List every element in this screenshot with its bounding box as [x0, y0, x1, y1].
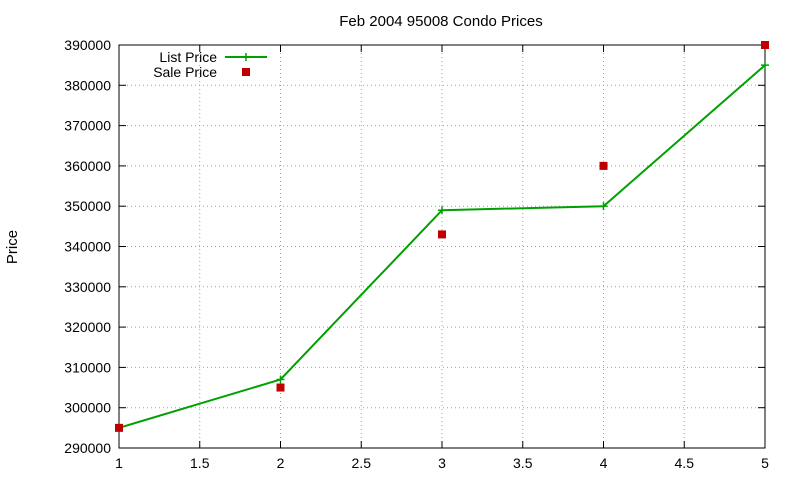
- legend-label: Sale Price: [153, 64, 217, 80]
- list-price-point: [276, 375, 285, 384]
- x-tick-label: 4: [600, 455, 608, 471]
- x-tick-label: 3.5: [513, 455, 533, 471]
- x-tick-label: 2.5: [352, 455, 372, 471]
- legend-square-swatch: [242, 68, 250, 76]
- x-tick-label: 2: [277, 455, 285, 471]
- y-tick-label: 380000: [64, 77, 111, 93]
- x-tick-label: 5: [761, 455, 769, 471]
- x-tick-label: 1: [115, 455, 123, 471]
- sale-price-point: [761, 41, 769, 49]
- list-price-point: [761, 61, 769, 70]
- legend-label: List Price: [159, 49, 217, 65]
- sale-price-point: [438, 230, 446, 239]
- y-tick-label: 340000: [64, 239, 111, 255]
- legend-plus-swatch: [242, 53, 250, 61]
- y-tick-label: 310000: [64, 359, 111, 375]
- x-tick-label: 1.5: [190, 455, 210, 471]
- y-tick-label: 370000: [64, 118, 111, 134]
- x-tick-label: 4.5: [675, 455, 695, 471]
- list-price-point: [438, 206, 446, 215]
- y-tick-label: 300000: [64, 400, 111, 416]
- series: [115, 41, 769, 432]
- sale-price-point: [599, 161, 608, 170]
- y-tick-label: 330000: [64, 279, 111, 295]
- plot-frame: [118, 44, 766, 449]
- x-tick-label: 3: [438, 455, 446, 471]
- y-tick-label: 350000: [64, 198, 111, 214]
- y-tick-label: 390000: [64, 37, 111, 53]
- list-price-point: [599, 202, 608, 211]
- sale-price-point: [115, 423, 123, 432]
- axis-ticks: 1 1.5 2 2.5 3 3.5 4 4.5 5 290000 300000 310000 32000…: [64, 37, 769, 471]
- y-tick-label: 290000: [64, 440, 111, 456]
- y-tick-label: 320000: [64, 319, 111, 335]
- y-tick-label: 360000: [64, 158, 111, 174]
- sale-price-point: [276, 383, 285, 392]
- chart-title: Feb 2004 95008 Condo Prices: [339, 13, 542, 30]
- y-axis-label: Price: [4, 230, 21, 264]
- grid: [119, 45, 765, 448]
